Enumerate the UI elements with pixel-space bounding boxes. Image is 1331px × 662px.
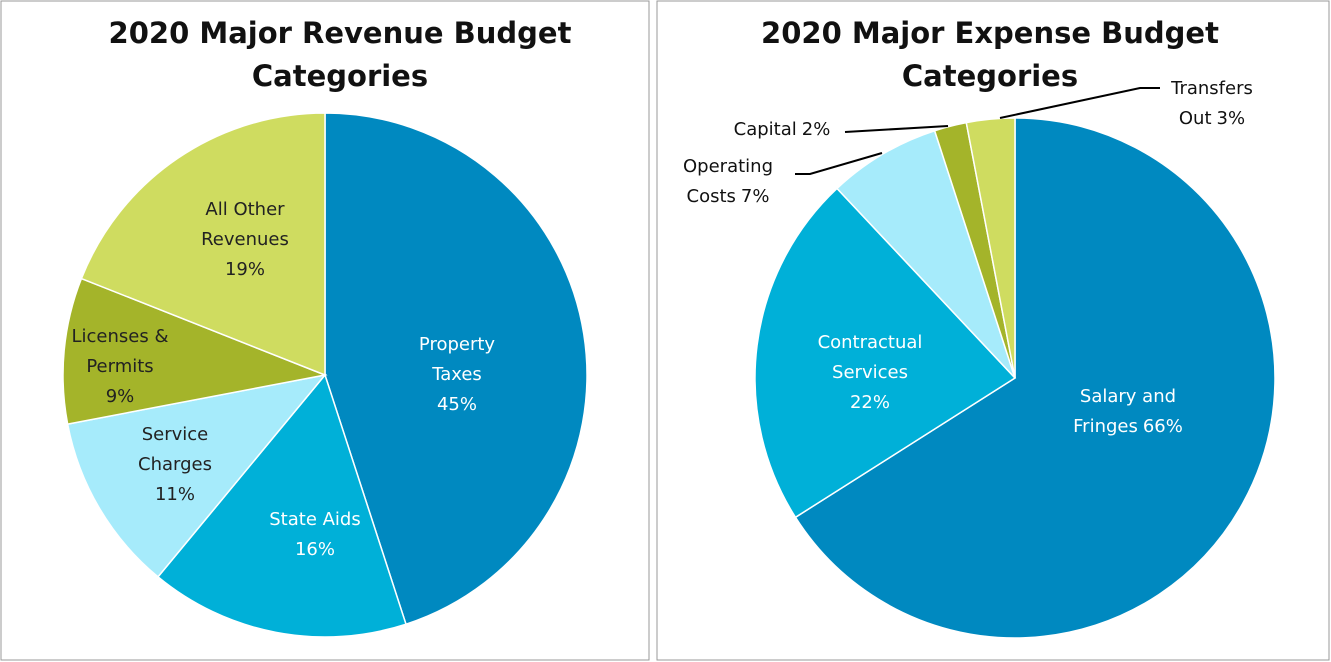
slice-label-line: Costs: [687, 186, 736, 207]
chart-title-line: 2020 Major Expense Budget: [761, 16, 1219, 50]
slice-label: All Other Revenues: [201, 199, 289, 250]
value-label: 3%: [1217, 108, 1246, 129]
chart-title-line: Categories: [252, 59, 428, 93]
slice-label: Contractual Services: [818, 332, 923, 383]
pies: 2020 Major Revenue Budget Categories Prope…: [62, 16, 1276, 639]
slice-label-line: Permits: [86, 356, 153, 377]
value-label: 11%: [155, 484, 195, 505]
slice-label-line: Contractual: [818, 332, 923, 353]
slice-label: Capital: [734, 119, 797, 140]
slice-label-line: Out: [1179, 108, 1212, 129]
slice-label-line: Transfers: [1170, 78, 1253, 99]
chart-title-line: 2020 Major Revenue Budget: [109, 16, 572, 50]
leader-line: [795, 152, 883, 175]
slice-label-line: Licenses &: [72, 326, 169, 347]
pie-slice: [965, 117, 1016, 379]
value-label: 19%: [225, 259, 265, 280]
slice-label-line: Charges: [138, 454, 212, 475]
leader-line: [999, 87, 1160, 119]
value-label: 2%: [802, 119, 831, 140]
slice-label-line: Salary and: [1080, 386, 1176, 407]
slice-label-line: Taxes: [431, 364, 482, 385]
slice-label-line: Property: [419, 334, 496, 355]
panel-border: [0, 0, 650, 661]
pie-slice: [66, 373, 327, 578]
panel-border: [656, 0, 1330, 661]
slice-label-line: Services: [832, 362, 908, 383]
slice-label-line: Fringes: [1073, 416, 1138, 437]
value-label: 22%: [850, 392, 890, 413]
pie-slice: [754, 187, 1017, 519]
slice-label-line: All Other: [205, 199, 285, 220]
pie-slice: [324, 112, 588, 626]
slice-label-line: Capital: [734, 119, 797, 140]
chart-title: 2020 Major Revenue Budget Categories: [109, 16, 572, 93]
pie-slice: [835, 129, 1016, 379]
slice-label-line: Operating: [683, 156, 773, 177]
value-label: 9%: [106, 386, 135, 407]
slice-label: Salary and Fringes: [1073, 386, 1176, 437]
slice-label: Service Charges: [138, 424, 212, 475]
slice-label-line: State Aids: [269, 509, 361, 530]
slice-label: Licenses & Permits: [72, 326, 169, 377]
slice-label-line: Service: [142, 424, 209, 445]
slice-label: State Aids: [269, 509, 361, 530]
chart-title-line: Categories: [902, 59, 1078, 93]
pie-slice: [80, 112, 326, 377]
slice-label-line: Revenues: [201, 229, 289, 250]
pie-slice: [62, 277, 328, 425]
pie-slice: [156, 373, 407, 638]
slice-label: Operating Costs: [683, 156, 773, 207]
slice-label: Transfers Out: [1170, 78, 1253, 129]
value-label: 45%: [437, 394, 477, 415]
slice-label: Property Taxes: [419, 334, 496, 385]
value-label: 16%: [295, 539, 335, 560]
chart-title: 2020 Major Expense Budget Categories: [761, 16, 1219, 93]
value-label: 66%: [1143, 416, 1183, 437]
value-label: 7%: [741, 186, 770, 207]
pie-slice: [794, 117, 1276, 639]
leader-line: [844, 125, 949, 133]
